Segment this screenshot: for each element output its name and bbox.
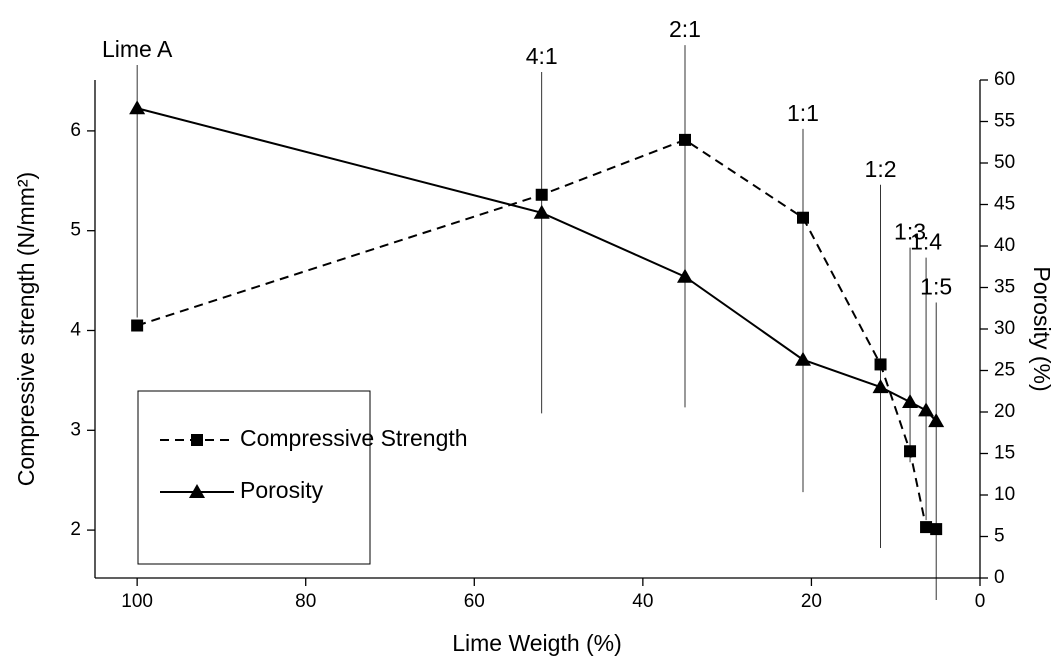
x-tick-label: 80 [295, 591, 316, 612]
y2-tick-label: 10 [994, 484, 1015, 505]
marker [129, 100, 146, 115]
legend-label: Porosity [240, 477, 324, 503]
marker [902, 394, 919, 409]
y-tick-label: 3 [70, 419, 81, 440]
legend-label: Compressive Strength [240, 425, 468, 451]
x-tick-label: 0 [975, 591, 986, 612]
y2-tick-label: 35 [994, 277, 1015, 298]
y-tick-label: 4 [70, 320, 81, 341]
marker [930, 523, 943, 536]
legend-marker [189, 484, 205, 498]
y2-tick-label: 50 [994, 152, 1015, 173]
y2-tick-label: 30 [994, 318, 1015, 339]
legend-box [137, 390, 371, 565]
x-tick-label: 40 [632, 591, 653, 612]
x-axis-title: Lime Weigth (%) [452, 630, 622, 656]
annotation-label: 4:1 [526, 43, 558, 69]
y-axis-title: Compressive strength (N/mm²) [13, 172, 39, 486]
annotation-label: 1:1 [787, 100, 819, 126]
legend-marker [191, 434, 203, 446]
marker [904, 445, 917, 458]
y2-axis-title: Porosity (%) [1029, 266, 1055, 391]
series-line [136, 138, 937, 531]
marker [920, 521, 933, 534]
annotation-label: 1:4 [910, 229, 942, 255]
marker [918, 402, 935, 417]
marker [872, 379, 889, 394]
annotation-label: 1:5 [920, 274, 952, 300]
marker [679, 133, 691, 146]
x-tick-label: 60 [464, 591, 485, 612]
y2-tick-label: 15 [994, 443, 1015, 464]
marker [795, 351, 811, 366]
y2-tick-label: 40 [994, 235, 1015, 256]
marker [874, 358, 887, 371]
y2-tick-label: 55 [994, 111, 1015, 132]
y2-tick-label: 0 [994, 567, 1005, 588]
y-tick-label: 2 [70, 519, 81, 540]
x-tick-label: 100 [121, 591, 153, 612]
annotation-label: 2:1 [669, 16, 701, 42]
y2-tick-label: 45 [994, 194, 1015, 215]
marker [797, 211, 809, 224]
marker [677, 268, 693, 283]
annotation-label: 1:2 [865, 156, 897, 182]
marker [928, 413, 945, 428]
y2-tick-label: 25 [994, 360, 1015, 381]
y2-tick-label: 20 [994, 401, 1015, 422]
marker [533, 204, 550, 219]
x-tick-label: 20 [801, 591, 822, 612]
y-tick-label: 6 [70, 120, 81, 141]
y2-tick-label: 60 [994, 69, 1015, 90]
marker [131, 319, 144, 332]
y2-tick-label: 5 [994, 526, 1005, 547]
y-tick-label: 5 [70, 220, 81, 241]
series-line [136, 107, 937, 422]
annotation-label: Lime A [102, 36, 173, 62]
marker [535, 188, 548, 201]
annotation-label: 1:3 [894, 219, 926, 245]
